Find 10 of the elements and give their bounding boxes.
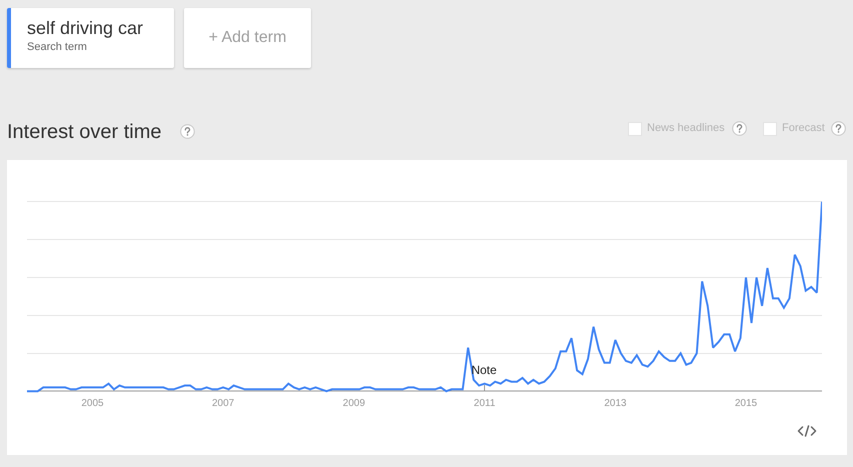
x-tick-label: 2007 xyxy=(212,398,235,409)
x-tick-label: 2011 xyxy=(474,398,496,409)
x-tick-label: 2013 xyxy=(604,398,627,409)
x-tick-label: 2009 xyxy=(342,398,366,409)
legend-title: Search term xyxy=(27,41,87,54)
button: + Add term xyxy=(184,8,311,68)
text: self driving car xyxy=(27,18,144,39)
x-tick-label: 2005 xyxy=(81,398,104,409)
chart-title: Interest over time xyxy=(7,121,162,143)
x-tick-label: 2015 xyxy=(734,398,758,409)
